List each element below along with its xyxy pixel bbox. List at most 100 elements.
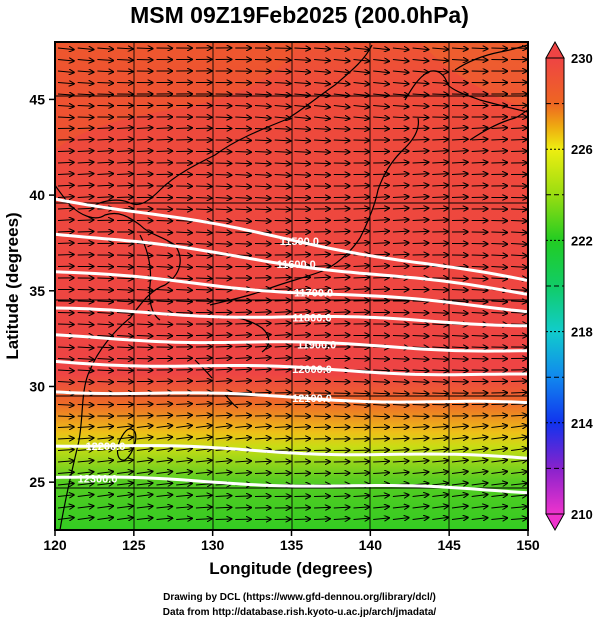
wind-arrow	[471, 518, 488, 520]
wind-arrow	[353, 277, 370, 278]
wind-arrow	[57, 197, 74, 198]
wind-arrow	[333, 152, 350, 153]
wind-arrow	[392, 518, 409, 520]
wind-arrow	[156, 448, 173, 450]
wind-arrow	[235, 358, 251, 359]
wind-arrow	[195, 519, 212, 520]
wind-arrow	[117, 471, 133, 473]
wind-arrow	[97, 494, 113, 496]
wind-arrow	[353, 289, 370, 290]
wind-arrow	[373, 405, 389, 406]
wind-arrow	[353, 507, 370, 508]
wind-arrow	[294, 323, 310, 324]
wind-arrow	[294, 186, 310, 187]
wind-arrow	[451, 185, 468, 186]
wind-arrow	[176, 507, 192, 508]
wind-arrow	[333, 140, 350, 141]
wind-arrow	[333, 254, 350, 255]
wind-arrow	[274, 461, 291, 462]
wind-arrow	[432, 128, 448, 129]
wind-arrow	[491, 139, 507, 140]
wind-arrow	[254, 209, 271, 210]
wind-arrow	[373, 117, 389, 118]
contour-label: 11600.0	[277, 259, 316, 271]
colorbar-label: 222	[571, 233, 593, 248]
wind-arrow	[117, 128, 133, 129]
wind-arrow	[176, 290, 192, 291]
wind-arrow	[373, 231, 389, 232]
wind-arrow	[195, 437, 212, 439]
wind-arrow	[314, 106, 330, 108]
wind-arrow	[57, 461, 74, 462]
wind-arrow	[195, 358, 212, 359]
wind-arrow	[254, 426, 271, 427]
wind-arrow	[176, 425, 192, 427]
wind-arrow	[294, 358, 310, 359]
wind-arrow	[451, 151, 468, 152]
wind-arrow	[451, 290, 468, 291]
wind-arrow	[77, 60, 94, 61]
colorbar-level-marks	[546, 103, 564, 469]
wind-arrow	[471, 162, 488, 163]
wind-arrow	[77, 48, 94, 49]
wind-arrow	[392, 382, 409, 383]
wind-arrow	[254, 438, 271, 439]
wind-arrow	[294, 83, 310, 84]
wind-arrow	[195, 267, 212, 268]
wind-arrow	[432, 438, 448, 439]
wind-arrow	[117, 359, 133, 360]
wind-arrow	[432, 506, 448, 508]
wind-arrow	[97, 128, 113, 129]
wind-arrow	[176, 381, 192, 382]
wind-arrow	[235, 163, 251, 164]
wind-arrow	[97, 359, 113, 360]
wind-arrow	[195, 198, 212, 199]
wind-arrow	[274, 381, 291, 382]
wind-arrow	[412, 416, 429, 417]
wind-arrow	[451, 494, 468, 496]
wind-arrow	[176, 460, 192, 462]
wind-arrow	[432, 382, 448, 383]
wind-arrow	[97, 313, 113, 314]
wind-arrow	[156, 301, 173, 302]
wind-arrow	[57, 83, 74, 84]
wind-arrow	[511, 392, 527, 393]
wind-arrow	[392, 416, 409, 417]
wind-arrow	[432, 174, 448, 175]
wind-arrow	[57, 518, 74, 520]
wind-arrow	[353, 416, 370, 417]
contour-line	[55, 333, 528, 353]
wind-arrow	[432, 460, 448, 462]
wind-arrow	[274, 426, 291, 427]
wind-arrow	[333, 231, 350, 232]
wind-arrow	[254, 312, 271, 313]
wind-arrow	[195, 507, 212, 508]
wind-arrow	[235, 117, 251, 118]
wind-arrow	[412, 162, 429, 163]
y-tick-label: 30	[29, 378, 45, 394]
wind-arrow	[97, 94, 113, 95]
wind-arrow	[333, 266, 350, 267]
wind-arrow	[451, 197, 468, 198]
wind-arrow	[57, 382, 74, 383]
wind-arrow	[176, 301, 192, 302]
wind-arrow	[314, 266, 330, 267]
wind-arrow	[392, 506, 409, 508]
wind-arrow	[77, 483, 94, 485]
wind-arrow	[432, 197, 448, 198]
wind-arrow	[274, 60, 291, 61]
wind-arrow	[451, 426, 468, 427]
wind-arrow	[274, 152, 291, 153]
wind-arrow	[57, 495, 74, 497]
wind-arrow	[511, 232, 527, 233]
wind-arrow	[373, 416, 389, 417]
wind-arrow	[156, 460, 173, 462]
wind-arrow	[373, 266, 389, 267]
wind-arrow	[294, 94, 310, 95]
wind-arrow	[432, 517, 448, 519]
wind-arrow	[274, 140, 291, 141]
wind-arrow	[412, 359, 429, 360]
wind-arrow	[176, 221, 192, 222]
wind-arrow	[77, 324, 94, 325]
wind-arrow	[235, 369, 251, 370]
